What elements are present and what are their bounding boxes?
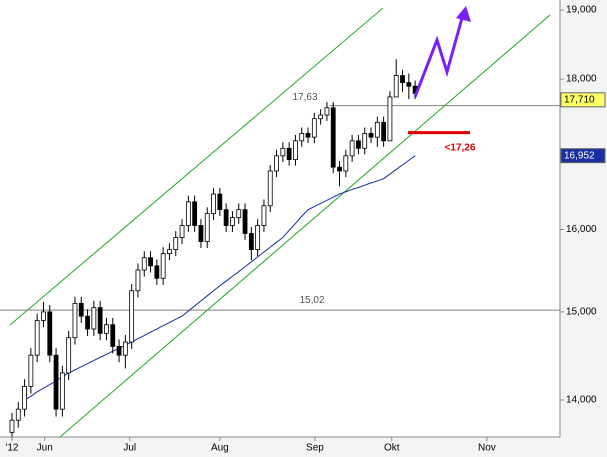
x-tick-label: Nov (478, 443, 496, 454)
y-tick-label: 16,000 (566, 224, 597, 235)
candle-body (85, 315, 90, 330)
candle-body (204, 213, 210, 242)
candle-body (116, 346, 122, 356)
x-tick-label: Aug (211, 443, 229, 454)
moving-average (24, 155, 416, 401)
candle-body (15, 408, 21, 421)
forecast-arrowhead (456, 6, 471, 22)
candle-body (28, 354, 34, 387)
candle-body (248, 233, 254, 250)
candle-body (280, 147, 286, 157)
candle-body (110, 324, 116, 347)
candle-body (179, 225, 185, 238)
candle-body (330, 107, 336, 168)
candle-body (59, 372, 65, 410)
y-axis-area (560, 0, 607, 457)
x-axis-area (0, 437, 607, 457)
candle-body (242, 209, 248, 234)
candle-body (324, 107, 330, 116)
price-tag-label: 17,710 (564, 94, 595, 105)
candle-body (387, 96, 393, 142)
candle-body (135, 269, 141, 292)
candle-body (78, 303, 84, 317)
x-tick-label: Okt (384, 443, 400, 454)
candle-body (211, 193, 216, 215)
candle-body (34, 320, 40, 356)
candle-body (374, 121, 380, 138)
candle-body (185, 201, 191, 226)
x-tick-label: '12 (5, 443, 18, 454)
candle-body (261, 205, 267, 226)
level-label: 17,63 (292, 92, 317, 103)
candle-body (97, 307, 103, 334)
candle-body (274, 155, 279, 172)
candle-body (305, 133, 311, 138)
candle-body (337, 166, 342, 172)
candle-body (141, 257, 147, 271)
y-tick-label: 19,000 (566, 5, 597, 16)
candle-body (148, 257, 153, 267)
x-tick-label: Jul (123, 443, 136, 454)
forecast-arrow (413, 17, 464, 98)
candle-body (104, 324, 109, 334)
candle-body (362, 133, 368, 149)
candle-body (311, 118, 317, 138)
price-tag (560, 92, 606, 108)
y-tick-label: 14,000 (566, 395, 597, 406)
candle-body (255, 225, 261, 250)
candle-body (72, 303, 78, 339)
candle-body (406, 82, 412, 87)
candle-body (267, 170, 273, 207)
channel-lower (59, 14, 551, 438)
candle-body (236, 209, 242, 218)
candle-body (368, 133, 374, 138)
candle-body (91, 307, 97, 330)
candle-body (381, 121, 387, 142)
x-tick-label: Sep (306, 443, 324, 454)
candle-body (167, 249, 172, 255)
candle-body (129, 290, 135, 343)
candle-body (160, 253, 166, 279)
candle-body (41, 311, 46, 321)
candle-body (400, 75, 405, 84)
candle-body (393, 75, 399, 98)
candle-body (343, 155, 349, 172)
candle-body (223, 209, 229, 226)
channel-upper (9, 7, 384, 326)
price-tag-label: 16,952 (564, 150, 595, 161)
candle-body (53, 354, 59, 410)
candle-body (66, 337, 72, 374)
candle-body (154, 265, 160, 279)
candle-body (299, 133, 305, 142)
candle-body (217, 193, 223, 211)
candle-body (230, 217, 235, 226)
level-label: 15,02 (299, 295, 324, 306)
candle-body (318, 114, 324, 120)
candle-body (349, 140, 355, 157)
candle-body (47, 311, 53, 356)
candle-body (173, 237, 179, 250)
candle-body (22, 385, 27, 410)
price-tag (560, 148, 606, 164)
plot: 17,63 15,02 <17,26 (0, 59, 560, 440)
candle-body (9, 419, 15, 433)
y-tick-label: 15,000 (566, 307, 597, 318)
candle-body (192, 201, 198, 226)
candle-body (293, 140, 298, 160)
y-tick-label: 18,000 (566, 74, 597, 85)
candle-body (198, 225, 204, 242)
candle-body (356, 140, 361, 149)
candle-body (122, 341, 128, 356)
candle-body (286, 147, 292, 160)
support-label: <17,26 (445, 142, 476, 153)
x-tick-label: Jun (37, 443, 53, 454)
